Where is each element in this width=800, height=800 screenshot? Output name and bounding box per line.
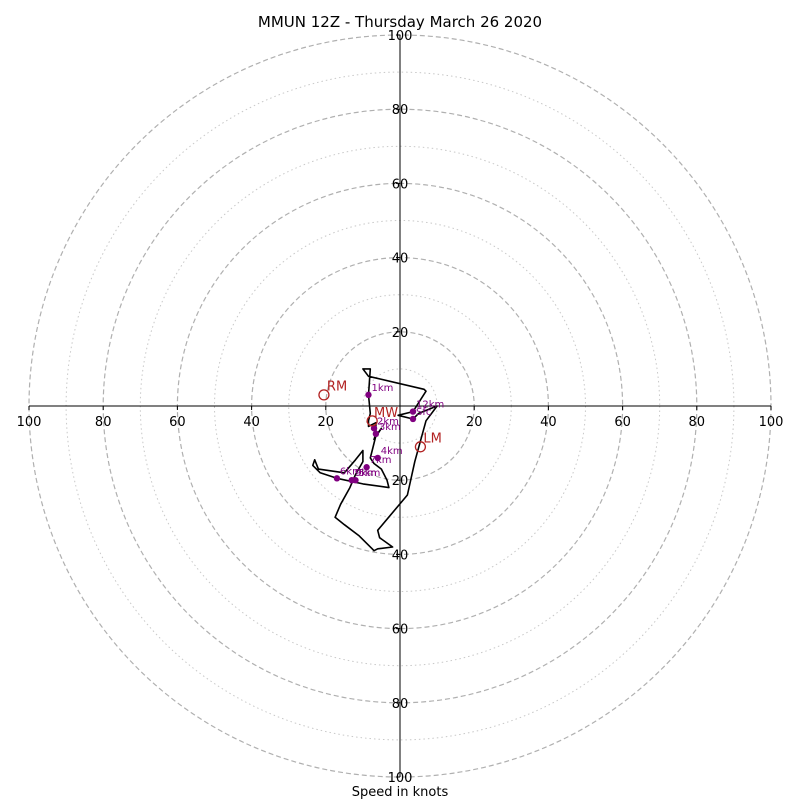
y-tick-label: 40 bbox=[392, 252, 409, 267]
motion-marker bbox=[414, 441, 427, 453]
y-tick-label: 80 bbox=[392, 697, 409, 712]
height-point-label: 7km bbox=[370, 455, 392, 466]
x-tick-label: 80 bbox=[689, 415, 706, 430]
y-tick-label: 60 bbox=[392, 177, 409, 192]
x-tick-label: 40 bbox=[540, 415, 557, 430]
x-tick-label: 60 bbox=[614, 415, 631, 430]
x-tick-label: 60 bbox=[169, 415, 186, 430]
height-point-label: 1km bbox=[371, 383, 393, 394]
height-point-label: Sfc bbox=[416, 407, 431, 418]
height-point bbox=[372, 430, 380, 438]
y-tick-label: 20 bbox=[392, 474, 409, 489]
motion-marker-label: LM bbox=[423, 431, 441, 446]
height-point-label: 5km bbox=[358, 468, 380, 479]
motion-marker bbox=[318, 389, 330, 401]
height-point-label: 2km bbox=[377, 416, 399, 427]
height-point-label: 12km bbox=[416, 400, 444, 411]
x-axis-label: Speed in knots bbox=[352, 785, 449, 800]
y-tick-label: 20 bbox=[392, 326, 409, 341]
x-tick-label: 100 bbox=[759, 415, 784, 430]
height-point bbox=[374, 454, 381, 462]
motion-marker bbox=[366, 415, 378, 427]
height-point-label: 3km bbox=[379, 422, 401, 433]
height-point bbox=[409, 415, 417, 423]
chart-title: MMUN 12Z - Thursday March 26 2020 bbox=[258, 13, 542, 31]
height-point bbox=[348, 477, 355, 484]
x-tick-label: 100 bbox=[17, 415, 42, 430]
height-point bbox=[363, 464, 370, 471]
height-point-label: 6km bbox=[340, 466, 362, 477]
x-tick-label: 40 bbox=[243, 415, 260, 430]
y-tick-label: 100 bbox=[388, 771, 413, 786]
y-tick-label: 80 bbox=[392, 103, 409, 118]
height-point-label: 4km bbox=[381, 446, 403, 457]
height-point bbox=[365, 391, 372, 399]
x-tick-label: 20 bbox=[318, 415, 335, 430]
x-tick-label: 20 bbox=[466, 415, 483, 430]
height-point bbox=[333, 475, 341, 482]
y-tick-label: 100 bbox=[388, 29, 413, 44]
y-tick-label: 60 bbox=[392, 623, 409, 638]
height-point-label: 9km bbox=[355, 468, 377, 479]
height-point bbox=[409, 408, 417, 415]
y-tick-label: 40 bbox=[392, 548, 409, 563]
x-tick-label: 80 bbox=[95, 415, 112, 430]
storm-motion-markers: RM LM MW bbox=[318, 379, 442, 453]
tick-labels: 100 80 60 40 20 20 40 60 80 100 20 20 40 40 60 60 80 80 10… bbox=[17, 29, 784, 786]
height-point bbox=[370, 425, 378, 432]
motion-marker-label: MW bbox=[374, 406, 398, 421]
motion-marker-label: RM bbox=[327, 379, 347, 394]
